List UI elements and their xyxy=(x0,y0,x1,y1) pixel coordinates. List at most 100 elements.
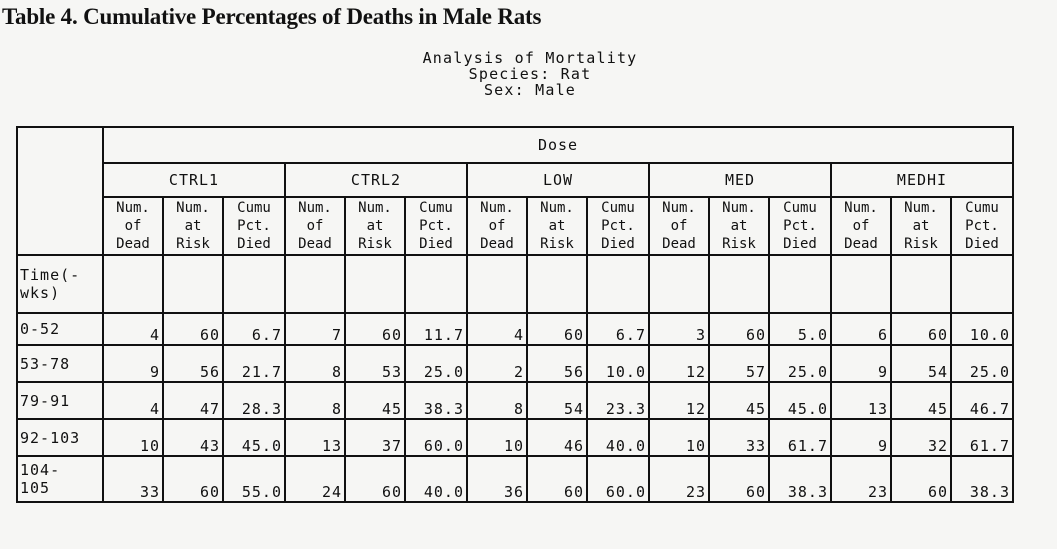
subheader-line: Pct. xyxy=(237,218,271,234)
subheader-line: Dead xyxy=(662,236,696,252)
table-body: Time(- wks) 0-52 4 60 6.7 7 60 11.7 4 60 6.7 3 60 5.… xyxy=(16,254,1014,503)
subheader-line: Num. xyxy=(904,200,938,216)
table-row: 79-91 4 47 28.3 8 45 38.3 8 54 23.3 12 45 45.0 13 45 46… xyxy=(16,381,1014,420)
num-risk-cell: 54 xyxy=(890,344,952,383)
num-dead-cell: 9 xyxy=(830,344,892,383)
num-dead-cell: 7 xyxy=(284,312,346,346)
num-risk-cell: 60 xyxy=(162,455,224,503)
cumu-pct-cell: 25.0 xyxy=(768,344,832,383)
num-risk-cell: 47 xyxy=(162,381,224,420)
analysis-header: Analysis of Mortality Species: Rat Sex: … xyxy=(300,50,760,98)
num-dead-cell: 3 xyxy=(648,312,710,346)
subheader-line: Num. xyxy=(480,200,514,216)
dose-header: Dose xyxy=(102,126,1014,164)
analysis-line: Analysis of Mortality xyxy=(422,49,638,67)
subheader-line: Num. xyxy=(358,200,392,216)
sex-line: Sex: Male xyxy=(483,81,577,99)
subheader-line: Died xyxy=(237,236,271,252)
subheader-line: of xyxy=(306,218,324,234)
num-risk-cell: 45 xyxy=(890,381,952,420)
table-row: 0-52 4 60 6.7 7 60 11.7 4 60 6.7 3 60 5.0 6 60 10.0 xyxy=(16,312,1014,346)
num-dead-header: Num. of Dead xyxy=(830,196,892,256)
cumu-pct-header: Cumu Pct. Died xyxy=(950,196,1014,256)
subheader-line: Risk xyxy=(904,236,938,252)
subheader-line: Num. xyxy=(722,200,756,216)
cumu-pct-cell: 45.0 xyxy=(768,381,832,420)
subheader-line: Cumu xyxy=(419,200,453,216)
time-interval-cell: 79-91 xyxy=(16,381,104,420)
cumu-pct-header: Cumu Pct. Died xyxy=(222,196,286,256)
num-risk-cell: 56 xyxy=(526,344,588,383)
cumu-pct-cell: 60.0 xyxy=(586,455,650,503)
num-risk-header: Num. at Risk xyxy=(344,196,406,256)
subheader-line: Cumu xyxy=(237,200,271,216)
subheader-line: Died xyxy=(601,236,635,252)
cumu-pct-cell: 40.0 xyxy=(586,418,650,457)
num-dead-cell: 10 xyxy=(648,418,710,457)
num-dead-header: Num. of Dead xyxy=(284,196,346,256)
time-column-header: Time(- wks) xyxy=(16,254,104,314)
subheader-line: at xyxy=(184,218,202,234)
time-interval-cell: 0-52 xyxy=(16,312,104,346)
num-risk-cell: 46 xyxy=(526,418,588,457)
num-risk-cell: 60 xyxy=(890,312,952,346)
num-risk-cell: 32 xyxy=(890,418,952,457)
table-title: Table 4. Cumulative Percentages of Death… xyxy=(2,4,542,29)
cumu-pct-cell: 11.7 xyxy=(404,312,468,346)
num-dead-cell: 9 xyxy=(102,344,164,383)
subheader-line: Died xyxy=(783,236,817,252)
table-row: 53-78 9 56 21.7 8 53 25.0 2 56 10.0 12 57 25.0 9 54 25.… xyxy=(16,344,1014,383)
subheader-line: Risk xyxy=(722,236,756,252)
subheader-row: Num. of Dead Num. at Risk Cumu Pct. Died Num. of De… xyxy=(17,196,1014,256)
num-risk-cell: 45 xyxy=(708,381,770,420)
cumu-pct-cell: 6.7 xyxy=(586,312,650,346)
num-dead-cell: 10 xyxy=(102,418,164,457)
cumu-pct-cell: 21.7 xyxy=(222,344,286,383)
num-risk-cell: 43 xyxy=(162,418,224,457)
num-dead-cell: 24 xyxy=(284,455,346,503)
num-risk-cell: 54 xyxy=(526,381,588,420)
table-row: 104- 105 33 60 55.0 24 60 40.0 36 60 60.0 23 60 38.3… xyxy=(16,455,1014,503)
cumu-pct-cell: 38.3 xyxy=(404,381,468,420)
num-dead-cell: 8 xyxy=(284,344,346,383)
num-dead-cell: 8 xyxy=(284,381,346,420)
subheader-line: Num. xyxy=(540,200,574,216)
subheader-line: Risk xyxy=(358,236,392,252)
subheader-line: Num. xyxy=(844,200,878,216)
subheader-line: of xyxy=(852,218,870,234)
subheader-line: at xyxy=(548,218,566,234)
cumu-pct-header: Cumu Pct. Died xyxy=(586,196,650,256)
cumu-pct-header: Cumu Pct. Died xyxy=(768,196,832,256)
group-header-med: MED xyxy=(648,162,832,198)
group-header-low: LOW xyxy=(466,162,650,198)
cumu-pct-header: Cumu Pct. Died xyxy=(404,196,468,256)
group-header-ctrl2: CTRL2 xyxy=(284,162,468,198)
subheader-line: Cumu xyxy=(783,200,817,216)
num-risk-cell: 60 xyxy=(526,312,588,346)
subheader-line: at xyxy=(912,218,930,234)
cumu-pct-cell: 5.0 xyxy=(768,312,832,346)
num-dead-header: Num. of Dead xyxy=(102,196,164,256)
cumu-pct-cell: 40.0 xyxy=(404,455,468,503)
corner-cell xyxy=(16,126,104,256)
cumu-pct-cell: 10.0 xyxy=(586,344,650,383)
subheader-line: Risk xyxy=(176,236,210,252)
subheader-line: at xyxy=(730,218,748,234)
num-dead-cell: 13 xyxy=(830,381,892,420)
cumu-pct-cell: 46.7 xyxy=(950,381,1014,420)
num-dead-header: Num. of Dead xyxy=(466,196,528,256)
num-risk-header: Num. at Risk xyxy=(890,196,952,256)
num-dead-cell: 23 xyxy=(830,455,892,503)
num-dead-cell: 6 xyxy=(830,312,892,346)
num-risk-cell: 60 xyxy=(344,312,406,346)
num-dead-cell: 10 xyxy=(466,418,528,457)
num-risk-cell: 60 xyxy=(890,455,952,503)
subheader-line: at xyxy=(366,218,384,234)
subheader-line: Num. xyxy=(176,200,210,216)
num-risk-cell: 60 xyxy=(162,312,224,346)
subheader-line: Num. xyxy=(298,200,332,216)
cumu-pct-cell: 6.7 xyxy=(222,312,286,346)
cumu-pct-cell: 60.0 xyxy=(404,418,468,457)
num-risk-cell: 33 xyxy=(708,418,770,457)
num-dead-cell: 12 xyxy=(648,381,710,420)
